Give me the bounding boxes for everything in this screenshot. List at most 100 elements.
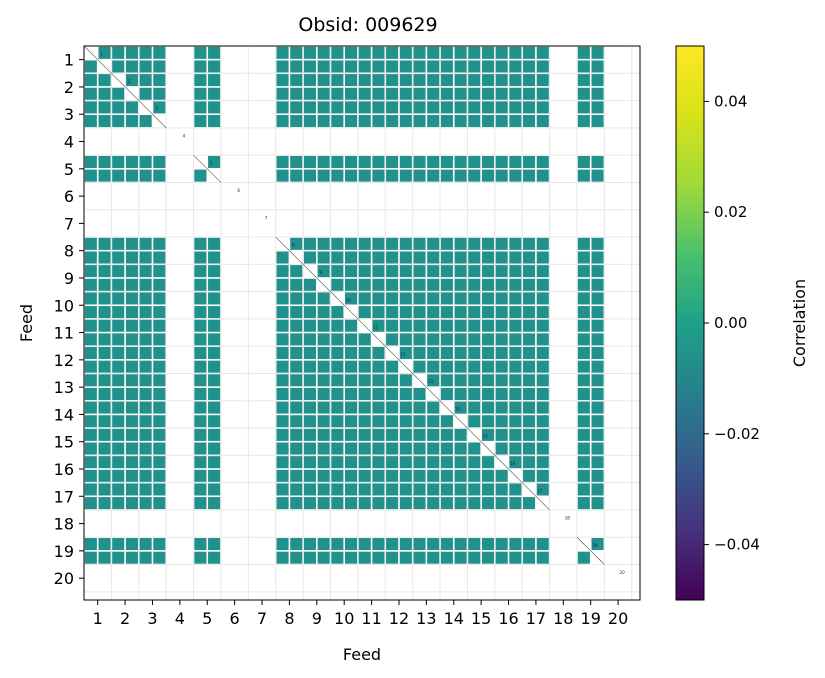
- heatmap-subcell: [427, 497, 440, 510]
- heatmap-subcell: [454, 483, 467, 496]
- heatmap-subcell: [276, 469, 289, 482]
- heatmap-cell: [194, 265, 221, 291]
- x-tick-label: 7: [257, 609, 267, 628]
- heatmap-subcell: [481, 265, 495, 278]
- heatmap-subcell: [495, 278, 508, 291]
- heatmap-cell: [358, 401, 385, 428]
- heatmap-subcell: [591, 360, 604, 373]
- heatmap-subcell: [440, 538, 453, 551]
- heatmap-subcell: [427, 469, 440, 482]
- heatmap-subcell: [536, 551, 549, 564]
- heatmap-cell: [495, 265, 522, 291]
- heatmap-subcell: [153, 374, 166, 387]
- heatmap-subcell: [440, 60, 453, 73]
- heatmap-subcell: [303, 60, 317, 73]
- heatmap-cell: [112, 292, 138, 319]
- heatmap-subcell: [523, 428, 536, 441]
- heatmap-subcell: [153, 278, 166, 291]
- heatmap-subcell: [509, 497, 522, 510]
- heatmap-subcell: [112, 415, 125, 428]
- heatmap-subcell: [112, 60, 125, 73]
- heatmap-subcell: [139, 360, 152, 373]
- heatmap-subcell: [153, 360, 166, 373]
- heatmap-subcell: [125, 237, 138, 250]
- heatmap-subcell: [386, 551, 399, 564]
- heatmap-subcell: [536, 115, 549, 128]
- heatmap-subcell: [495, 237, 508, 250]
- heatmap-subcell: [413, 74, 426, 87]
- heatmap-subcell: [276, 292, 289, 305]
- heatmap-subcell: [440, 374, 453, 387]
- heatmap-subcell: [112, 306, 125, 319]
- heatmap-subcell: [399, 306, 412, 319]
- heatmap-subcell: [194, 483, 207, 496]
- heatmap-subcell: [523, 46, 536, 59]
- y-tick-label: 6: [64, 187, 74, 206]
- heatmap-subcell: [440, 346, 453, 360]
- heatmap-subcell: [303, 87, 317, 100]
- heatmap-subcell: [344, 469, 358, 482]
- diagonal-cell: [138, 100, 167, 129]
- heatmap-subcell: [523, 333, 536, 346]
- heatmap-subcell: [208, 265, 221, 278]
- heatmap-subcell: [577, 401, 590, 414]
- heatmap-cell: [139, 483, 166, 510]
- diagonal-line: [576, 537, 605, 565]
- heatmap-subcell: [317, 292, 330, 305]
- heatmap-subcell: [290, 87, 303, 100]
- heatmap-subcell: [208, 469, 221, 482]
- heatmap-subcell: [358, 401, 371, 414]
- heatmap-subcell: [84, 265, 97, 278]
- heatmap-subcell: [98, 428, 111, 441]
- heatmap-subcell: [331, 46, 344, 59]
- heatmap-subcell: [372, 251, 385, 264]
- heatmap-subcell: [481, 319, 495, 332]
- heatmap-subcell: [591, 428, 604, 441]
- x-axis-label: Feed: [343, 645, 381, 664]
- heatmap-cell: [386, 237, 412, 264]
- heatmap-subcell: [386, 387, 399, 400]
- heatmap-subcell: [399, 456, 412, 469]
- heatmap-subcell: [276, 155, 289, 169]
- heatmap-subcell: [399, 374, 412, 387]
- heatmap-subcell: [112, 442, 125, 455]
- diagonal-label: 12: [400, 352, 406, 357]
- heatmap-subcell: [413, 278, 426, 291]
- heatmap-subcell: [317, 237, 330, 250]
- heatmap-subcell: [481, 74, 495, 87]
- heatmap-subcell: [372, 87, 385, 100]
- heatmap-subcell: [276, 387, 289, 400]
- heatmap-subcell: [427, 360, 440, 373]
- diagonal-label: 3: [155, 106, 158, 111]
- heatmap-subcell: [440, 87, 453, 100]
- heatmap-cell: [468, 401, 495, 428]
- heatmap-subcell: [317, 456, 330, 469]
- heatmap-subcell: [577, 360, 590, 373]
- heatmap-subcell: [591, 251, 604, 264]
- heatmap-subcell: [523, 155, 536, 169]
- heatmap-subcell: [399, 538, 412, 551]
- diagonal-label: 16: [510, 461, 516, 466]
- heatmap-subcell: [509, 265, 522, 278]
- heatmap-subcell: [194, 278, 207, 291]
- heatmap-subcell: [495, 333, 508, 346]
- heatmap-subcell: [125, 497, 138, 510]
- heatmap-subcell: [468, 292, 481, 305]
- heatmap-subcell: [399, 333, 412, 346]
- heatmap-cell: [84, 319, 111, 346]
- heatmap-subcell: [481, 346, 495, 360]
- heatmap-subcell: [495, 60, 508, 73]
- heatmap-subcell: [577, 387, 590, 400]
- heatmap-subcell: [303, 101, 317, 114]
- heatmap-subcell: [331, 115, 344, 128]
- heatmap-subcell: [290, 469, 303, 482]
- heatmap-subcell: [523, 456, 536, 469]
- heatmap-subcell: [468, 346, 481, 360]
- heatmap-subcell: [509, 415, 522, 428]
- heatmap-subcell: [344, 101, 358, 114]
- heatmap-subcell: [98, 306, 111, 319]
- heatmap-subcell: [481, 483, 495, 496]
- diagonal-cell: [494, 455, 523, 483]
- heatmap-subcell: [440, 265, 453, 278]
- heatmap-subcell: [194, 101, 207, 114]
